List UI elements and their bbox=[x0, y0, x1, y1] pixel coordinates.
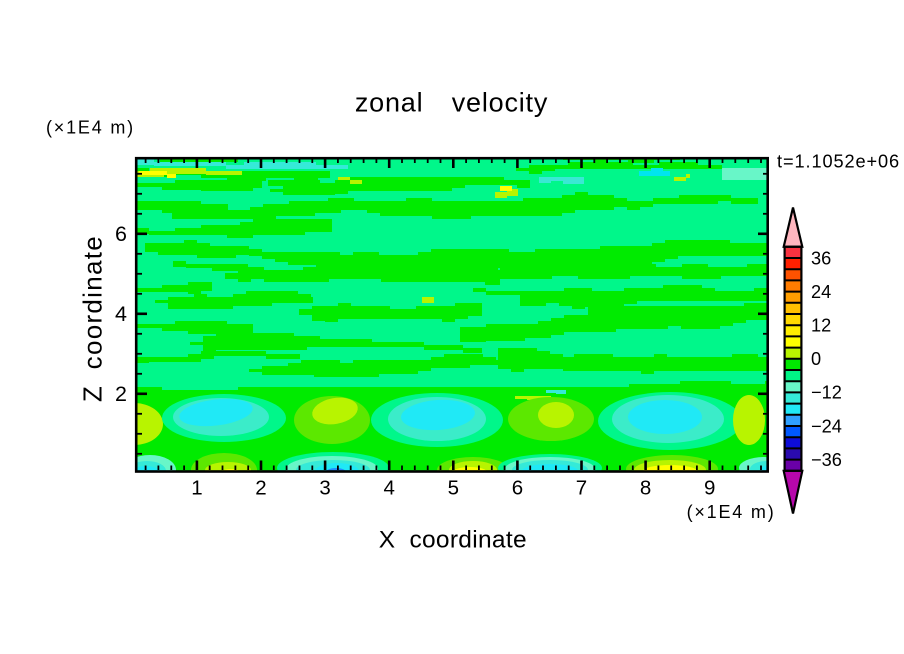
svg-text:(×1E4 m): (×1E4 m) bbox=[687, 502, 776, 522]
svg-text:12: 12 bbox=[811, 316, 831, 336]
svg-text:6: 6 bbox=[115, 222, 127, 246]
svg-text:X coordinate: X coordinate bbox=[379, 527, 527, 554]
svg-text:6: 6 bbox=[512, 477, 523, 500]
svg-text:2: 2 bbox=[115, 382, 127, 406]
svg-text:5: 5 bbox=[448, 477, 459, 500]
svg-text:zonal velocity: zonal velocity bbox=[355, 88, 548, 118]
svg-text:2: 2 bbox=[255, 477, 266, 500]
svg-text:1: 1 bbox=[191, 477, 202, 500]
svg-text:0: 0 bbox=[811, 349, 821, 369]
svg-text:8: 8 bbox=[640, 477, 651, 500]
svg-text:−12: −12 bbox=[811, 383, 842, 403]
svg-text:24: 24 bbox=[811, 282, 831, 302]
svg-text:7: 7 bbox=[576, 477, 587, 500]
svg-text:t=1.1052e+06: t=1.1052e+06 bbox=[777, 152, 900, 172]
svg-text:3: 3 bbox=[319, 477, 330, 500]
svg-text:9: 9 bbox=[704, 477, 715, 500]
svg-text:Z coordinate: Z coordinate bbox=[78, 235, 108, 402]
svg-text:4: 4 bbox=[383, 477, 394, 500]
svg-text:(×1E4 m): (×1E4 m) bbox=[46, 118, 135, 138]
svg-text:4: 4 bbox=[115, 302, 127, 326]
svg-text:−36: −36 bbox=[811, 450, 842, 470]
svg-text:36: 36 bbox=[811, 248, 831, 268]
svg-text:−24: −24 bbox=[811, 416, 842, 436]
